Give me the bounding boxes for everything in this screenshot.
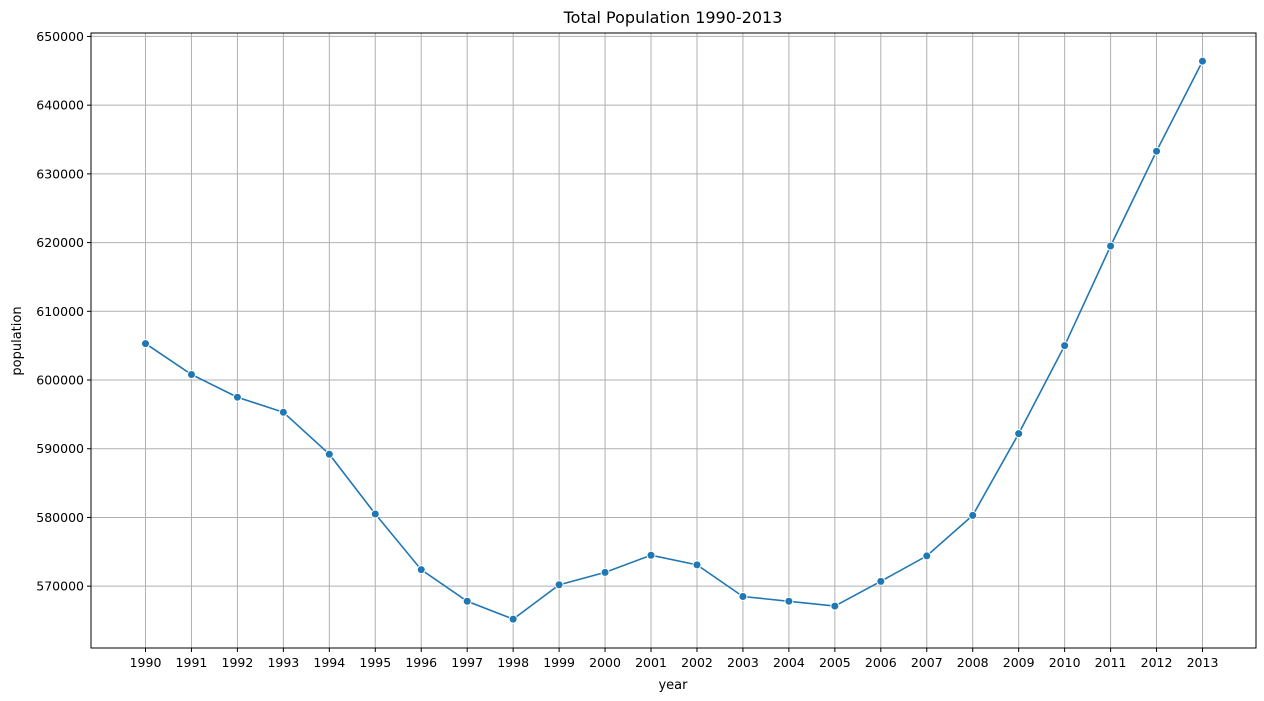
series-line: [145, 60, 1204, 621]
plot-area-frame: [90, 32, 1257, 649]
data-point: [324, 449, 334, 459]
x-tick-label: 2006: [865, 655, 897, 670]
data-point: [370, 509, 380, 519]
x-tick-label: 1995: [359, 655, 391, 670]
x-tick-label: 1996: [405, 655, 437, 670]
data-point: [1198, 56, 1207, 66]
y-tick-label: 590000: [36, 441, 84, 456]
x-tick-label: 2011: [1095, 655, 1127, 670]
x-tick-label: 2009: [1003, 655, 1035, 670]
y-tick-label: 610000: [36, 304, 84, 319]
data-point: [876, 576, 886, 586]
y-gridlines: [91, 35, 1256, 587]
x-tick-label: 2004: [773, 655, 805, 670]
x-tick-label: 2005: [819, 655, 851, 670]
data-point: [738, 591, 748, 601]
x-tick-label: 1999: [543, 655, 575, 670]
x-tick-label: 2001: [635, 655, 667, 670]
series-layer: [141, 56, 1207, 624]
x-tick-label: 2008: [957, 655, 989, 670]
x-tick-label: 2012: [1141, 655, 1173, 670]
y-tick-label: 650000: [36, 29, 84, 44]
x-tick-label: 2000: [589, 655, 621, 670]
x-tick-label: 1993: [267, 655, 299, 670]
data-point: [232, 392, 242, 402]
data-point: [1152, 146, 1162, 156]
chart-title: Total Population 1990-2013: [563, 8, 783, 27]
y-tick-label: 640000: [36, 98, 84, 113]
data-point: [600, 567, 610, 577]
x-tick-label: 2003: [727, 655, 759, 670]
y-tick-label: 580000: [36, 510, 84, 525]
data-point: [554, 580, 564, 590]
x-tick-label: 2007: [911, 655, 943, 670]
x-axis-ticks: 1990 1991 1992 1993 1994 1995 1996 1997 1998 1999…: [130, 648, 1219, 670]
x-tick-label: 1991: [176, 655, 208, 670]
data-point: [922, 551, 932, 561]
y-tick-label: 600000: [36, 373, 84, 388]
x-gridlines: [145, 33, 1203, 648]
data-point: [278, 407, 288, 417]
data-point: [462, 596, 472, 606]
data-point: [968, 510, 978, 520]
x-tick-label: 2010: [1049, 655, 1081, 670]
x-tick-label: 1997: [451, 655, 483, 670]
data-point: [1060, 341, 1070, 351]
data-point: [1106, 241, 1116, 251]
y-tick-label: 570000: [36, 579, 84, 594]
data-point: [784, 596, 794, 606]
x-tick-label: 1990: [130, 655, 162, 670]
x-tick-label: 2013: [1187, 655, 1219, 670]
y-axis-ticks: 570000 580000 590000 600000 610000 620000 6300…: [36, 29, 91, 594]
x-axis-title: year: [658, 678, 688, 693]
x-tick-label: 1992: [222, 655, 254, 670]
data-point: [416, 565, 426, 575]
data-point: [830, 601, 840, 611]
data-point: [141, 339, 150, 349]
data-point: [186, 370, 196, 380]
x-tick-label: 1998: [497, 655, 529, 670]
data-point: [1014, 429, 1024, 439]
data-point: [508, 614, 518, 624]
data-point: [646, 550, 656, 560]
x-tick-label: 1994: [313, 655, 345, 670]
y-tick-label: 620000: [36, 235, 84, 250]
x-tick-label: 2002: [681, 655, 713, 670]
y-axis-title: population: [10, 306, 25, 375]
data-point: [692, 560, 702, 570]
y-tick-label: 630000: [36, 166, 84, 181]
